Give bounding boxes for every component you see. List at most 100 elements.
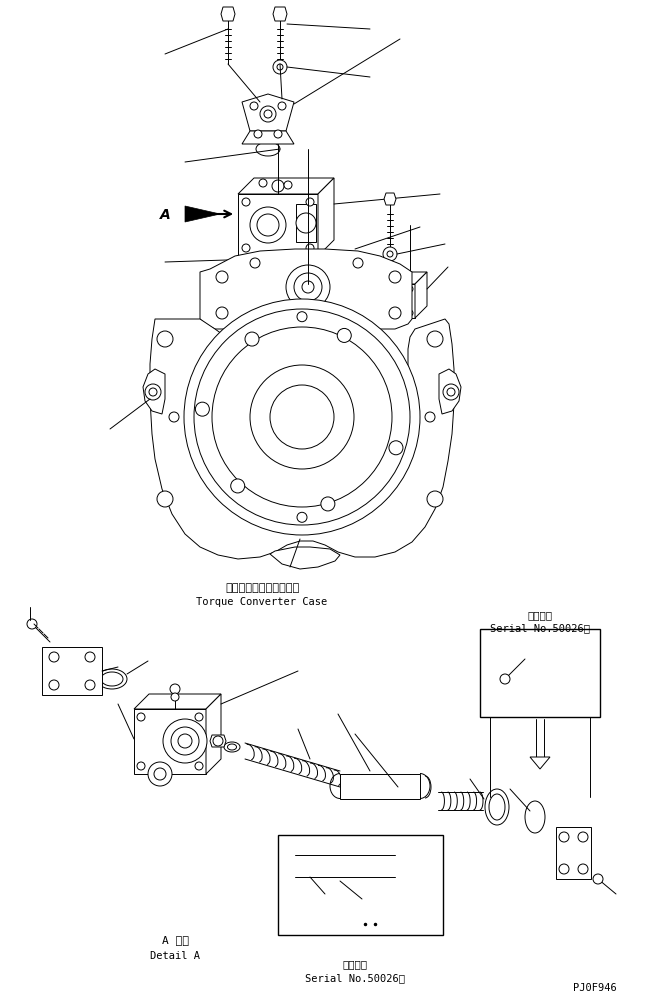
Circle shape (274, 130, 282, 138)
Circle shape (148, 762, 172, 786)
Circle shape (284, 182, 292, 190)
Circle shape (257, 215, 279, 237)
Circle shape (250, 366, 354, 469)
Polygon shape (439, 370, 461, 414)
Circle shape (578, 832, 588, 843)
Circle shape (297, 312, 307, 322)
Bar (296, 205, 316, 243)
Circle shape (250, 259, 260, 269)
Circle shape (242, 245, 250, 253)
Circle shape (306, 245, 314, 253)
Circle shape (169, 412, 179, 422)
Circle shape (294, 274, 322, 302)
Circle shape (383, 248, 397, 262)
Circle shape (443, 384, 459, 400)
Circle shape (389, 272, 401, 284)
Circle shape (184, 300, 420, 536)
Polygon shape (273, 8, 287, 22)
Circle shape (195, 403, 210, 416)
Circle shape (278, 103, 286, 111)
Circle shape (195, 713, 203, 721)
Text: Torque Converter Case: Torque Converter Case (196, 597, 328, 607)
Circle shape (302, 282, 314, 294)
Polygon shape (238, 179, 334, 195)
Circle shape (297, 513, 307, 523)
Polygon shape (415, 273, 427, 319)
Circle shape (231, 479, 244, 493)
Bar (375, 285, 415, 319)
Circle shape (306, 199, 314, 207)
Circle shape (250, 103, 258, 111)
Text: 適用号機: 適用号機 (342, 958, 368, 968)
Circle shape (500, 674, 510, 684)
Bar (278, 835, 443, 935)
Circle shape (337, 329, 352, 343)
Circle shape (447, 388, 455, 396)
Text: A: A (159, 208, 170, 222)
Polygon shape (42, 647, 102, 695)
Circle shape (296, 214, 316, 234)
Bar (238, 195, 318, 257)
Text: Serial No.50026～: Serial No.50026～ (305, 972, 405, 982)
Circle shape (387, 252, 393, 258)
Circle shape (273, 61, 287, 75)
Circle shape (171, 727, 199, 755)
Text: Serial No.50026～: Serial No.50026～ (490, 623, 590, 632)
Circle shape (427, 332, 443, 348)
Circle shape (49, 652, 59, 662)
Circle shape (170, 684, 180, 694)
Circle shape (195, 762, 203, 770)
Polygon shape (556, 827, 591, 879)
Circle shape (389, 293, 407, 311)
Text: PJ0F946: PJ0F946 (573, 982, 617, 992)
Circle shape (286, 266, 330, 310)
Circle shape (259, 180, 267, 188)
Circle shape (171, 693, 179, 701)
Text: トルクコンバータケース: トルクコンバータケース (225, 583, 299, 593)
Polygon shape (210, 735, 226, 747)
Circle shape (157, 491, 173, 508)
Circle shape (85, 652, 95, 662)
Polygon shape (242, 95, 294, 131)
Circle shape (407, 287, 413, 293)
Polygon shape (185, 207, 220, 223)
Circle shape (377, 287, 383, 293)
Polygon shape (384, 194, 396, 206)
Circle shape (254, 130, 262, 138)
Polygon shape (270, 548, 340, 570)
Polygon shape (150, 320, 454, 560)
Circle shape (593, 875, 603, 884)
Bar (480, 629, 600, 717)
Circle shape (260, 107, 276, 123)
Circle shape (178, 734, 192, 748)
Circle shape (425, 412, 435, 422)
Circle shape (163, 719, 207, 763)
Polygon shape (143, 370, 165, 414)
Polygon shape (200, 250, 412, 330)
Circle shape (242, 199, 250, 207)
Circle shape (272, 181, 284, 193)
Circle shape (137, 713, 145, 721)
Circle shape (245, 333, 259, 347)
Circle shape (321, 497, 335, 512)
Circle shape (264, 111, 272, 119)
Text: A 詳細: A 詳細 (161, 934, 188, 944)
Circle shape (559, 832, 569, 843)
Circle shape (353, 259, 363, 269)
Polygon shape (242, 131, 294, 144)
Circle shape (427, 491, 443, 508)
Polygon shape (318, 179, 334, 257)
Circle shape (85, 680, 95, 690)
Circle shape (213, 736, 223, 746)
Circle shape (407, 311, 413, 317)
Circle shape (559, 865, 569, 875)
Polygon shape (134, 694, 221, 709)
Circle shape (216, 308, 228, 320)
Circle shape (145, 384, 161, 400)
Circle shape (270, 385, 334, 449)
Circle shape (149, 388, 157, 396)
Bar (340, 774, 420, 799)
Text: 適用号機: 適用号機 (528, 610, 553, 620)
Bar (134, 709, 206, 774)
Circle shape (250, 208, 286, 244)
